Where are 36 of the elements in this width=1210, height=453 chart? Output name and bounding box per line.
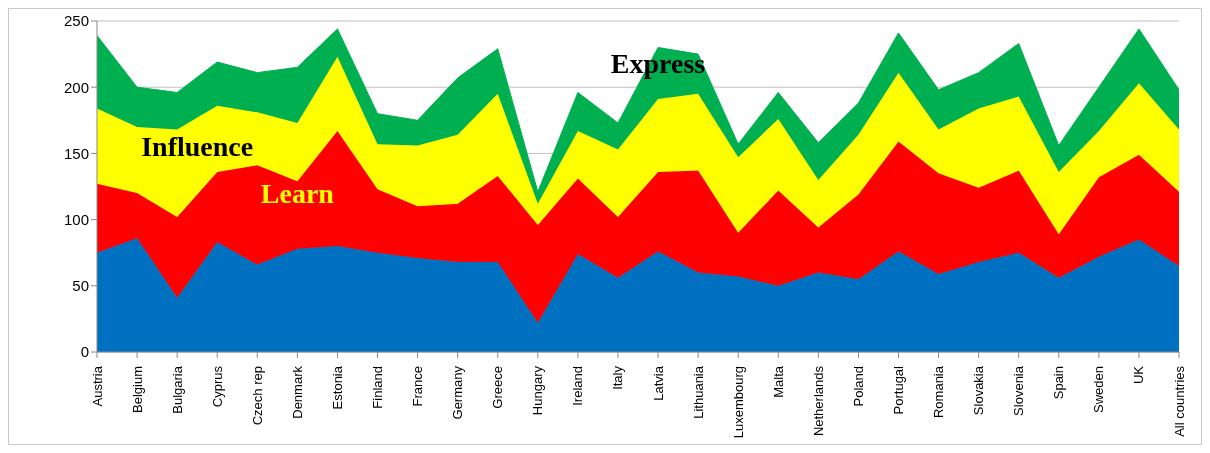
x-tick-label: Estonia bbox=[329, 365, 345, 410]
x-tick-label: Slovakia bbox=[971, 365, 987, 416]
x-tick-label: Greece bbox=[490, 366, 506, 409]
x-tick-label: Denmark bbox=[289, 365, 305, 419]
x-tick-label: Slovenia bbox=[1011, 365, 1027, 416]
x-tick-label: Romania bbox=[931, 365, 947, 419]
x-tick-label: Portugal bbox=[890, 365, 906, 415]
x-tick-label: Latvia bbox=[650, 365, 666, 401]
series-label: Learn bbox=[260, 177, 335, 209]
x-tick-label: All countries bbox=[1171, 365, 1187, 437]
x-tick-label: Czech rep bbox=[249, 366, 265, 426]
x-tick-label: Hungary bbox=[530, 365, 546, 416]
x-tick-label: Sweden bbox=[1091, 366, 1107, 413]
y-tick-label: 250 bbox=[63, 12, 89, 30]
x-tick-label: Austria bbox=[89, 365, 105, 407]
x-tick-label: Ireland bbox=[570, 366, 586, 406]
series-label: Influence bbox=[141, 131, 254, 163]
x-tick-label: Germany bbox=[450, 365, 466, 420]
x-tick-label: Netherlands bbox=[810, 365, 826, 437]
x-tick-label: Spain bbox=[1051, 366, 1067, 400]
x-tick-label: Bulgaria bbox=[169, 365, 185, 414]
y-tick-label: 50 bbox=[72, 277, 89, 295]
y-tick-label: 100 bbox=[63, 210, 89, 228]
y-tick-label: 150 bbox=[63, 144, 89, 162]
x-tick-label: Italy bbox=[610, 365, 626, 390]
x-tick-label: Lithuania bbox=[690, 365, 706, 419]
y-tick-label: 0 bbox=[80, 343, 89, 361]
x-tick-label: Malta bbox=[770, 365, 786, 398]
x-tick-label: UK bbox=[1131, 365, 1147, 385]
x-tick-label: Cyprus bbox=[209, 365, 225, 408]
x-tick-label: France bbox=[410, 366, 426, 407]
x-tick-label: Luxembourg bbox=[730, 366, 746, 439]
y-tick-label: 200 bbox=[63, 78, 89, 96]
x-tick-label: Finland bbox=[370, 366, 386, 409]
x-tick-label: Poland bbox=[850, 366, 866, 407]
x-tick-label: Belgium bbox=[129, 366, 145, 413]
